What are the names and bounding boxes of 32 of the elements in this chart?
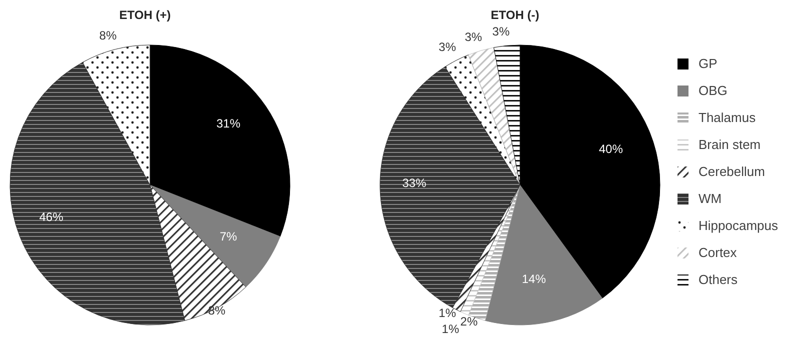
pie-slice xyxy=(494,44,520,186)
pie-slice xyxy=(444,54,520,186)
legend-label: Cerebellum xyxy=(698,164,765,179)
data-label: 1% xyxy=(442,322,460,336)
pie-slice xyxy=(484,184,603,326)
pie-slice xyxy=(468,47,520,186)
legend-label: Thalamus xyxy=(698,110,756,125)
data-label: 31% xyxy=(216,116,241,130)
legend-label: GP xyxy=(698,56,718,71)
data-label: 7% xyxy=(220,230,238,244)
pie-slice xyxy=(520,44,660,299)
data-label: 2% xyxy=(460,314,478,329)
pie-slice xyxy=(82,44,150,186)
pie-slice xyxy=(380,66,520,308)
chart-title: ETOH (-) xyxy=(490,8,540,22)
chart-title: ETOH (+) xyxy=(118,8,172,22)
data-label: 33% xyxy=(402,176,427,190)
legend-label: WM xyxy=(698,191,722,206)
pie-slice xyxy=(150,184,280,288)
legend-label: Hippocampus xyxy=(698,218,778,233)
data-label: 8% xyxy=(99,28,117,43)
data-label: 3% xyxy=(492,24,510,39)
legend-label: OBG xyxy=(698,83,728,98)
data-label: 3% xyxy=(438,40,456,54)
data-label: 14% xyxy=(522,272,546,286)
data-label: 40% xyxy=(598,142,624,156)
data-label: 1% xyxy=(438,306,456,320)
data-label: 46% xyxy=(39,210,64,224)
legend-label: Others xyxy=(698,272,738,287)
legend-label: Cortex xyxy=(698,245,737,260)
data-label: 3% xyxy=(464,30,482,44)
legend-label: Brain stem xyxy=(698,137,761,152)
